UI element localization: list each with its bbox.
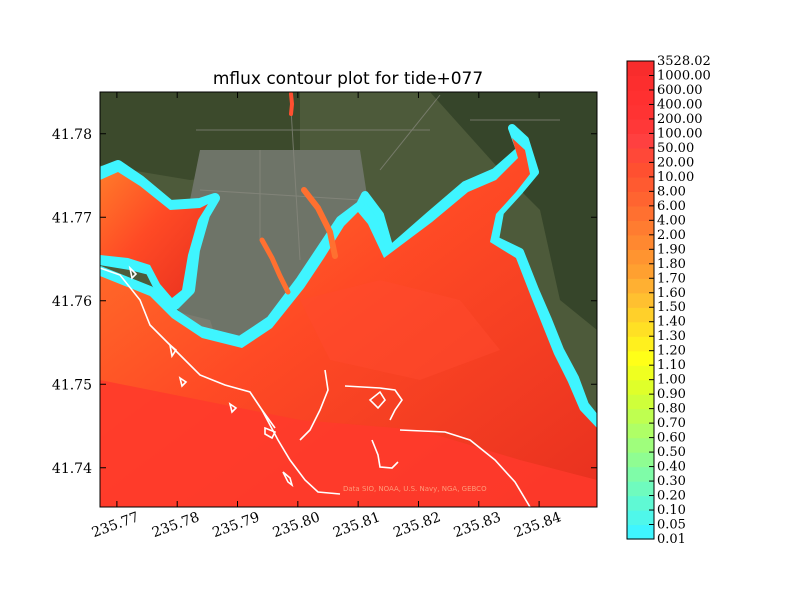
colorbar-label: 100.00 <box>657 126 703 141</box>
colorbar-segment <box>627 147 654 163</box>
colorbar-segment <box>627 379 654 395</box>
shoreline-contours <box>100 265 531 507</box>
x-tick-label: 235.82 <box>391 509 443 541</box>
colorbar-label: 6.00 <box>657 199 686 214</box>
colorbar-label: 1000.00 <box>657 68 711 83</box>
y-tick-label: 41.74 <box>52 461 92 477</box>
colorbar-label: 1.40 <box>657 315 686 330</box>
y-tick-label: 41.77 <box>52 210 92 226</box>
y-axis: 41.74 41.75 41.76 41.77 41.78 <box>52 127 597 477</box>
colorbar-label: 3528.02 <box>657 54 711 69</box>
colorbar-segment <box>627 292 654 308</box>
high-flux-zone <box>300 280 500 380</box>
high-flux-zone <box>100 380 597 507</box>
colorbar-label: 1.00 <box>657 373 686 388</box>
colorbar-segment <box>627 452 654 468</box>
colorbar-segment <box>627 133 654 149</box>
road-lines <box>196 92 560 261</box>
colorbar-label: 200.00 <box>657 112 703 127</box>
colorbar-segment <box>627 423 654 439</box>
chart-title: mflux contour plot for tide+077 <box>213 69 483 89</box>
colorbar-segment <box>627 278 654 294</box>
colorbar-label: 20.00 <box>657 155 694 170</box>
colorbar-label: 400.00 <box>657 97 703 112</box>
colorbar: 0.010.050.100.200.300.400.500.600.700.80… <box>626 54 711 547</box>
x-tick-label: 235.78 <box>150 509 202 541</box>
colorbar-label: 0.20 <box>657 489 686 504</box>
colorbar-segment <box>627 75 654 91</box>
colorbar-segment <box>627 205 654 221</box>
colorbar-label: 0.70 <box>657 416 686 431</box>
water-body <box>100 172 208 298</box>
colorbar-segment <box>627 466 654 482</box>
colorbar-label: 1.60 <box>657 286 686 301</box>
colorbar-label: 8.00 <box>657 184 686 199</box>
colorbar-label: 1.50 <box>657 300 686 315</box>
colorbar-segment <box>627 249 654 265</box>
colorbar-segment <box>627 437 654 453</box>
colorbar-segment <box>627 365 654 381</box>
colorbar-segment <box>627 481 654 497</box>
colorbar-segment <box>627 162 654 178</box>
plot-area: Data SIO, NOAA, U.S. Navy, NGA, GEBCO <box>100 92 597 507</box>
colorbar-label: 50.00 <box>657 141 694 156</box>
colorbar-segment <box>627 220 654 236</box>
colorbar-label: 0.90 <box>657 387 686 402</box>
colorbar-label: 0.30 <box>657 474 686 489</box>
colorbar-label: 0.60 <box>657 431 686 446</box>
forest-patch <box>430 92 597 330</box>
attribution-text: Data SIO, NOAA, U.S. Navy, NGA, GEBCO <box>343 485 487 493</box>
colorbar-segment <box>627 394 654 410</box>
colorbar-label: 0.05 <box>657 518 686 533</box>
colorbar-label: 0.50 <box>657 445 686 460</box>
plot-frame <box>99 91 598 508</box>
colorbar-label: 10.00 <box>657 170 694 185</box>
channel <box>301 187 338 259</box>
colorbar-label: 4.00 <box>657 213 686 228</box>
y-tick-label: 41.78 <box>52 127 92 143</box>
colorbar-segment <box>627 336 654 352</box>
colorbar-segment <box>627 191 654 207</box>
colorbar-segment <box>627 524 654 540</box>
colorbar-label: 1.30 <box>657 329 686 344</box>
colorbar-label: 1.80 <box>657 257 686 272</box>
colorbar-label: 1.10 <box>657 358 686 373</box>
channel <box>259 237 291 295</box>
colorbar-label: 1.70 <box>657 271 686 286</box>
y-tick-label: 41.75 <box>52 377 92 393</box>
colorbar-segment <box>627 321 654 337</box>
colorbar-label: 2.00 <box>657 228 686 243</box>
colorbar-segment <box>627 408 654 424</box>
colorbar-segment <box>627 263 654 279</box>
x-tick-label: 235.79 <box>210 509 262 541</box>
colorbar-frame <box>626 60 655 540</box>
colorbar-segment <box>627 495 654 511</box>
x-tick-label: 235.77 <box>90 509 142 541</box>
colorbar-label: 0.40 <box>657 460 686 475</box>
colorbar-label: 1.90 <box>657 242 686 257</box>
x-tick-label: 235.81 <box>331 509 383 541</box>
colorbar-label: 0.10 <box>657 503 686 518</box>
colorbar-segment <box>627 307 654 323</box>
x-tick-label: 235.80 <box>271 509 323 541</box>
colorbar-label: 600.00 <box>657 83 703 98</box>
colorbar-segment <box>627 176 654 192</box>
colorbar-segment <box>627 234 654 250</box>
colorbar-segment <box>627 118 654 135</box>
colorbar-segment <box>627 104 654 120</box>
colorbar-label: 0.80 <box>657 402 686 417</box>
channel <box>289 92 295 116</box>
x-tick-label: 235.84 <box>512 509 564 541</box>
colorbar-label: 0.01 <box>657 532 686 547</box>
colorbar-segment <box>627 350 654 366</box>
colorbar-segment <box>627 510 654 526</box>
y-tick-label: 41.76 <box>52 294 92 310</box>
colorbar-label: 1.20 <box>657 344 686 359</box>
colorbar-segment <box>627 61 654 77</box>
colorbar-segment <box>627 89 654 106</box>
x-tick-label: 235.83 <box>452 509 504 541</box>
